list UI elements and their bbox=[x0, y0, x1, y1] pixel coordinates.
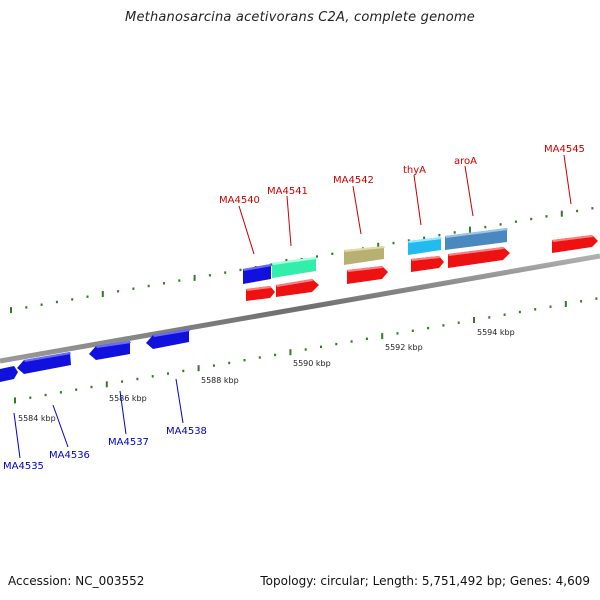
tick-row-upper bbox=[10, 207, 594, 314]
gene-ma4538-arrow[interactable] bbox=[146, 329, 189, 349]
gene-ma4536-arrow[interactable] bbox=[17, 352, 71, 374]
forward-gene-labels: MA4540 MA4541 MA4542 thyA aroA MA4545 bbox=[219, 144, 585, 206]
gene-label-ma4536[interactable]: MA4536 bbox=[49, 450, 90, 461]
leader-lines-forward bbox=[238, 154, 572, 255]
gene-ma4535-arrow[interactable] bbox=[0, 366, 18, 382]
reverse-arrow-row bbox=[0, 329, 190, 382]
forward-category-row bbox=[243, 228, 508, 284]
scale-label-5590: 5590 kbp bbox=[293, 359, 331, 368]
genome-backbone bbox=[0, 253, 600, 364]
gene-aroa-category[interactable] bbox=[445, 228, 507, 250]
forward-arrow-row bbox=[246, 235, 598, 301]
genome-summary-text: Topology: circular; Length: 5,751,492 bp… bbox=[260, 574, 590, 588]
scale-label-5586: 5586 kbp bbox=[109, 394, 147, 403]
gene-label-ma4542[interactable]: MA4542 bbox=[333, 175, 374, 186]
gene-label-ma4538[interactable]: MA4538 bbox=[166, 426, 207, 437]
tick-row-lower bbox=[14, 297, 598, 404]
leader-lines-reverse bbox=[13, 378, 184, 459]
gene-label-ma4545[interactable]: MA4545 bbox=[544, 144, 585, 155]
reverse-gene-labels: MA4535 MA4536 MA4537 MA4538 bbox=[3, 426, 207, 472]
gene-label-ma4535[interactable]: MA4535 bbox=[3, 461, 44, 472]
gene-label-ma4540[interactable]: MA4540 bbox=[219, 195, 260, 206]
gene-label-ma4541[interactable]: MA4541 bbox=[267, 186, 308, 197]
figure-title: Methanosarcina acetivorans C2A, complete… bbox=[125, 10, 475, 25]
gene-label-ma4537[interactable]: MA4537 bbox=[108, 437, 149, 448]
gene-label-aroa[interactable]: aroA bbox=[454, 156, 477, 167]
scale-label-5588: 5588 kbp bbox=[201, 376, 239, 385]
gene-label-thya[interactable]: thyA bbox=[403, 165, 426, 176]
scale-labels: 5584 kbp 5586 kbp 5588 kbp 5590 kbp 5592… bbox=[18, 328, 515, 423]
scale-label-5594: 5594 kbp bbox=[477, 328, 515, 337]
accession-text: Accession: NC_003552 bbox=[8, 574, 145, 588]
scale-label-5592: 5592 kbp bbox=[385, 343, 423, 352]
scale-label-5584: 5584 kbp bbox=[18, 414, 56, 423]
